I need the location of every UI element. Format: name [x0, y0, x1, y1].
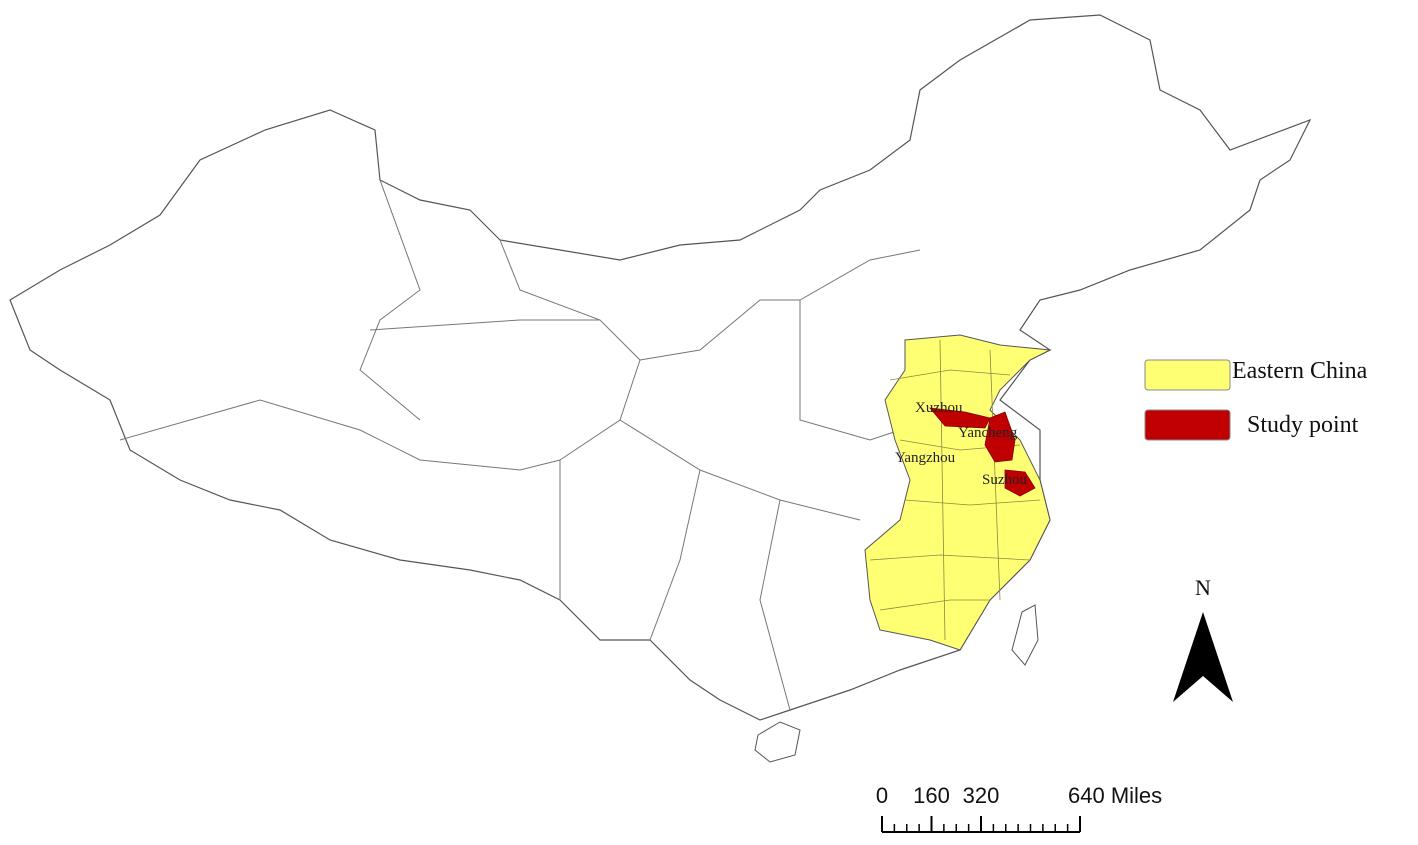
study-areas	[929, 407, 1036, 497]
north-label: N	[1195, 575, 1211, 600]
scale-label: 160	[913, 783, 950, 808]
legend-label: Eastern China	[1232, 358, 1368, 384]
scale-label: 640 Miles	[1068, 783, 1162, 808]
legend-swatch	[1144, 409, 1231, 441]
city-label: Yangzhou	[895, 450, 956, 466]
north-arrow	[1173, 612, 1233, 702]
scale-label: 0	[876, 783, 888, 808]
legend-label: Study point	[1247, 412, 1359, 438]
province-borders	[119, 179, 921, 711]
city-label: Xuzhou	[915, 400, 963, 416]
city-label: Yancheng	[958, 425, 1018, 441]
hainan	[754, 721, 801, 763]
legend-swatch	[1144, 359, 1231, 391]
taiwan	[1011, 604, 1039, 666]
scale-label: 320	[963, 783, 1000, 808]
city-label: Suzhou	[982, 472, 1028, 488]
